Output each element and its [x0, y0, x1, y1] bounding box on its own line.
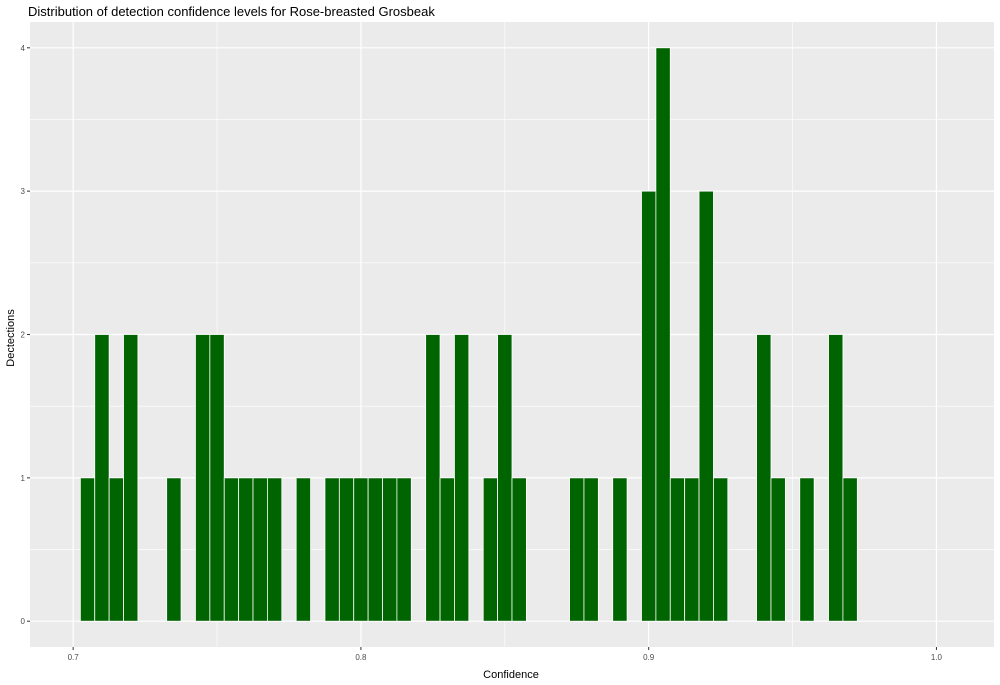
y-tick-label: 2	[21, 331, 26, 340]
y-tick-label: 3	[21, 187, 26, 196]
histogram-bar	[353, 477, 369, 622]
y-tick-label: 4	[21, 44, 26, 53]
histogram-bar	[842, 477, 858, 622]
histogram-bar	[396, 477, 412, 622]
y-tick-label: 0	[21, 617, 26, 626]
x-tick-label: 1.0	[931, 653, 943, 662]
histogram-bar	[123, 334, 139, 622]
histogram-bar	[94, 334, 110, 622]
chart-title: Distribution of detection confidence lev…	[28, 4, 435, 19]
histogram-bar	[295, 477, 311, 622]
histogram-bar	[756, 334, 772, 622]
histogram-bar	[252, 477, 268, 622]
x-tick-label: 0.8	[355, 653, 367, 662]
y-tick-label: 1	[21, 474, 26, 483]
histogram-bar	[612, 477, 628, 622]
x-tick-label: 0.9	[643, 653, 655, 662]
bars-group	[79, 47, 858, 622]
histogram-bar	[454, 334, 470, 622]
histogram-bar	[482, 477, 499, 622]
histogram-bar	[209, 334, 225, 622]
histogram-bar	[108, 477, 124, 622]
histogram-bar	[425, 334, 441, 622]
histogram-bar	[799, 477, 815, 622]
y-axis: 0 1 2 3 4	[21, 44, 30, 626]
histogram-bar	[684, 477, 700, 622]
histogram-bar	[439, 477, 455, 622]
histogram-bar	[770, 477, 786, 622]
histogram-bar	[223, 477, 240, 622]
histogram-bar	[267, 477, 283, 622]
histogram-bar	[497, 334, 513, 622]
histogram-bar	[713, 477, 729, 622]
histogram-bar	[583, 477, 599, 622]
histogram-bar	[641, 190, 657, 622]
histogram-bar	[166, 477, 182, 622]
x-tick-label: 0.7	[68, 653, 80, 662]
histogram-bar	[79, 477, 96, 622]
histogram-bar	[195, 334, 211, 622]
histogram-bar	[238, 477, 254, 622]
histogram-bar	[655, 47, 671, 622]
histogram-bar	[324, 477, 340, 622]
histogram-bar	[828, 334, 844, 622]
histogram-bar	[669, 477, 686, 622]
histogram-bar	[569, 477, 585, 622]
histogram-bar	[511, 477, 527, 622]
histogram-bar	[338, 477, 355, 622]
x-axis: 0.7 0.8 0.9 1.0	[68, 647, 943, 662]
y-axis-title: Dectections	[5, 309, 17, 367]
histogram-bar	[698, 190, 714, 622]
x-axis-title: Confidence	[483, 669, 539, 681]
histogram-bar	[382, 477, 398, 622]
histogram-bar	[367, 477, 383, 622]
